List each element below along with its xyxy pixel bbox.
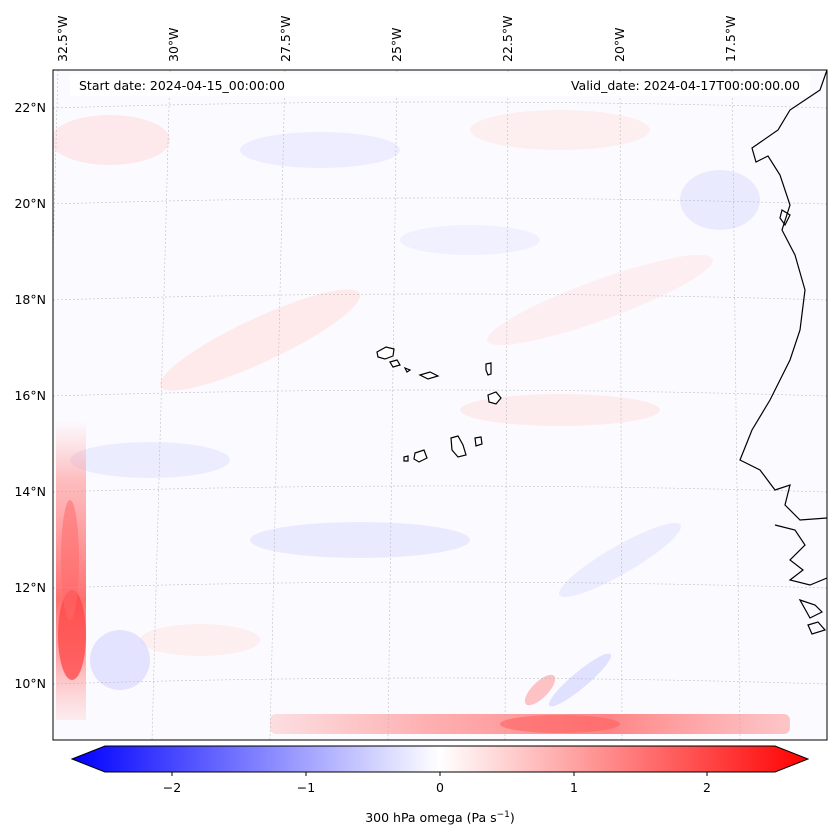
lat-label-20n: 20°N	[14, 196, 46, 211]
lon-label-27-5w: 27.5°W	[278, 16, 293, 62]
colorbar-bar	[70, 745, 810, 773]
start-date-label: Start date: 2024-04-15_00:00:00	[79, 78, 285, 93]
lon-label-20w: 20°W	[612, 27, 627, 62]
cb-ticklabel-1: 1	[570, 780, 578, 795]
lat-label-22n: 22°N	[14, 100, 46, 115]
island-santa-luzia	[403, 366, 412, 373]
lat-label-18n: 18°N	[14, 292, 46, 307]
island-sao-nicolau	[418, 371, 440, 380]
lon-label-30w: 30°W	[166, 27, 181, 62]
colorbar: −2 −1 0 1 2 300 hPa omega (Pa s−1)	[70, 745, 810, 825]
island-santiago	[450, 435, 467, 458]
cape-verde-islands	[376, 346, 502, 463]
island-maio	[474, 436, 483, 447]
valid-date-label: Valid_date: 2024-04-17T00:00:00.00	[571, 78, 800, 93]
lat-label-16n: 16°N	[14, 388, 46, 403]
omega-field	[53, 70, 827, 740]
cb-ticklabel-neg1: −1	[297, 780, 315, 795]
island-sao-vicente	[389, 359, 401, 368]
island-brava	[403, 455, 409, 462]
island-boa-vista	[487, 391, 502, 405]
island-santo-antao	[376, 346, 395, 360]
lon-label-22-5w: 22.5°W	[500, 16, 515, 62]
cb-ticklabel-2: 2	[703, 780, 711, 795]
cb-ticklabel-neg2: −2	[163, 780, 181, 795]
lon-label-17-5w: 17.5°W	[723, 16, 738, 62]
lat-label-12n: 12°N	[14, 580, 46, 595]
header-band	[70, 74, 810, 96]
lon-label-25w: 25°W	[389, 27, 404, 62]
lon-labels: 32.5°W 30°W 27.5°W 25°W 22.5°W 20°W 17.5…	[55, 16, 738, 62]
coastline	[739, 70, 827, 635]
island-fogo	[413, 449, 428, 463]
lat-labels: 22°N 20°N 18°N 16°N 14°N 12°N 10°N	[14, 100, 46, 691]
map-frame	[52, 69, 828, 741]
colorbar-label: 300 hPa omega (Pa s−1)	[365, 810, 515, 825]
lat-label-10n: 10°N	[14, 676, 46, 691]
lon-label-32-5w: 32.5°W	[55, 16, 70, 62]
cb-ticklabel-0: 0	[436, 780, 444, 795]
lat-label-14n: 14°N	[14, 484, 46, 499]
island-sal	[485, 362, 492, 376]
